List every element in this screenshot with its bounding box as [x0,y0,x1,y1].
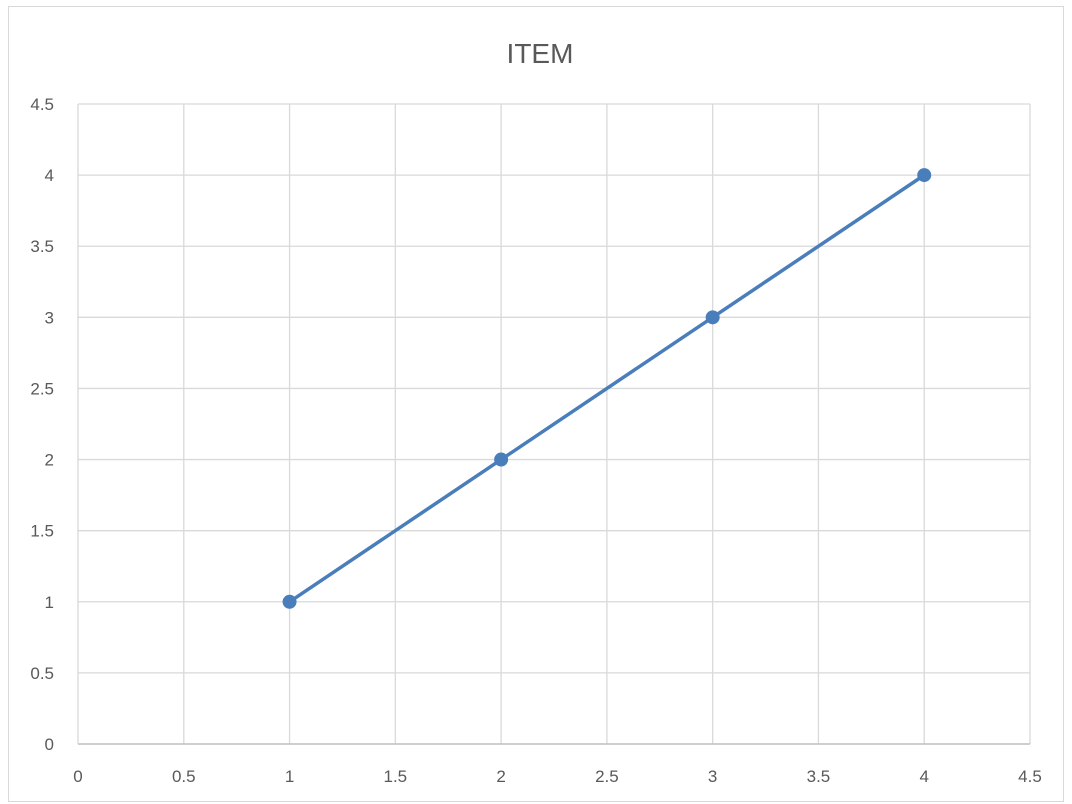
axes [77,104,1030,745]
y-tick-label: 1 [45,593,54,612]
x-tick-label: 0.5 [172,767,196,786]
y-axis-tick-labels: 0 0.5 1 1.5 2 2.5 3 3.5 4 4.5 [30,95,54,754]
y-tick-label: 1.5 [30,522,54,541]
y-tick-label: 0 [45,735,54,754]
x-tick-label: 0 [73,767,82,786]
x-tick-label: 3 [708,767,717,786]
x-tick-label: 2.5 [595,767,619,786]
x-tick-label: 1.5 [384,767,408,786]
chart-title: ITEM [507,38,574,69]
x-tick-label: 4.5 [1018,767,1042,786]
data-point [494,452,509,467]
series-line [287,173,926,604]
x-tick-label: 2 [496,767,505,786]
data-point [917,168,932,183]
y-tick-label: 2 [45,451,54,470]
y-tick-label: 0.5 [30,664,54,683]
data-point [705,310,720,325]
y-tick-label: 2.5 [30,379,54,398]
gridlines [78,103,1031,744]
x-axis-tick-labels: 0 0.5 1 1.5 2 2.5 3 3.5 4 4.5 [73,767,1042,786]
y-tick-label: 3.5 [30,237,54,256]
data-series [282,168,932,609]
x-tick-label: 4 [919,767,928,786]
x-tick-label: 1 [285,767,294,786]
data-point [282,594,297,609]
y-tick-label: 4 [45,166,54,185]
x-tick-label: 3.5 [807,767,831,786]
y-tick-label: 3 [45,308,54,327]
y-tick-label: 4.5 [30,95,54,114]
